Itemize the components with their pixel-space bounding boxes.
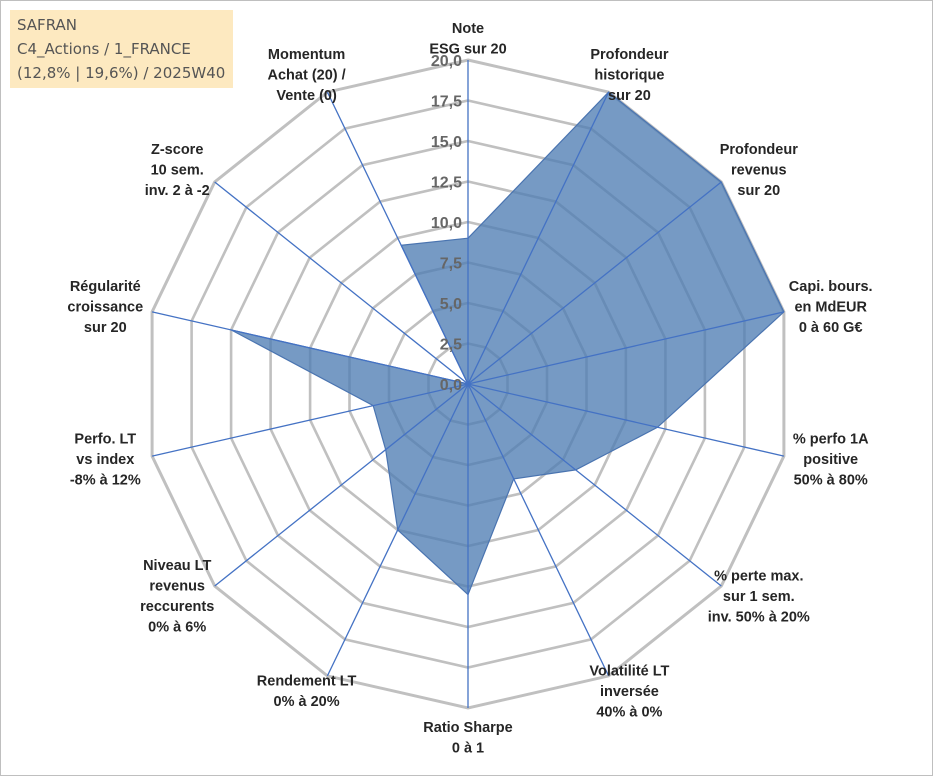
axis-label-line: % perfo 1A [793, 431, 869, 447]
axis-label-line: 10 sem. [151, 163, 204, 179]
axis-label-line: Profondeur [720, 142, 798, 158]
axis-spoke [467, 311, 785, 385]
axis-label-line: 0% à 6% [148, 620, 206, 636]
tick-label: 12,5 [431, 175, 462, 192]
axis-label-line: Perfo. LT [74, 431, 136, 447]
axis-label-line: sur 1 sem. [723, 589, 795, 605]
axis-label-line: inv. 50% à 20% [708, 610, 810, 626]
axis-label-line: Ratio Sharpe [423, 720, 512, 736]
axis-spoke [326, 91, 469, 385]
axis-label-line: ESG sur 20 [429, 42, 506, 58]
stock-stats: (12,8% | 19,6%) / 2025W40 [17, 64, 226, 82]
stock-category: C4_Actions / 1_FRANCE [17, 40, 191, 58]
axis-spoke [467, 383, 610, 677]
axis-spoke [214, 383, 469, 587]
axis-label: Ratio Sharpe 0 à 1 [423, 720, 512, 757]
axis-label: Régularité croissance sur 20 [67, 279, 143, 336]
axis-labels: Note ESG sur 20 Profondeur historique sur 20… [67, 21, 872, 757]
axis-spoke [326, 383, 469, 677]
axis-label-line: sur 20 [608, 88, 651, 104]
radar-spokes [151, 60, 785, 708]
info-box: SAFRAN C4_Actions / 1_FRANCE (12,8% | 19… [10, 10, 233, 88]
axis-label: Z-score 10 sem. inv. 2 à -2 [145, 142, 210, 199]
axis-label-line: Note [452, 21, 484, 37]
axis-label-line: inversée [600, 684, 659, 700]
axis-spoke [214, 181, 469, 385]
axis-label-line: sur 20 [737, 183, 780, 199]
axis-label-line: reccurents [140, 599, 214, 615]
axis-label-line: historique [594, 68, 664, 84]
axis-label: Note ESG sur 20 [429, 21, 506, 58]
axis-label: Profondeur revenus sur 20 [720, 142, 798, 199]
axis-label-line: positive [803, 452, 858, 468]
axis-spoke [467, 91, 610, 385]
axis-spoke [467, 383, 785, 457]
axis-label-line: Achat (20) / [268, 68, 346, 84]
stock-name: SAFRAN [17, 16, 77, 34]
radial-ticks: 0,0 2,5 5,0 7,5 10,0 12,5 15,0 17,5 20,0 [431, 53, 462, 394]
axis-label-line: 0% à 20% [274, 694, 340, 710]
axis-label: Perfo. LT vs index -8% à 12% [70, 431, 141, 488]
axis-label-line: Régularité [70, 279, 141, 295]
axis-label: Profondeur historique sur 20 [590, 47, 668, 104]
series-area [230, 91, 785, 596]
axis-label-line: Niveau LT [143, 558, 211, 574]
axis-spoke [151, 383, 469, 457]
axis-label: Volatilité LT inversée 40% à 0% [589, 663, 669, 720]
axis-label-line: revenus [149, 579, 205, 595]
tick-label: 10,0 [431, 215, 462, 232]
axis-label-line: croissance [67, 300, 143, 316]
axis-label-line: vs index [76, 452, 134, 468]
axis-label-line: % perte max. [714, 569, 803, 585]
axis-label-line: Rendement LT [257, 674, 357, 690]
axis-label-line: Z-score [151, 142, 203, 158]
tick-label: 17,5 [431, 94, 462, 111]
axis-spoke [467, 181, 722, 385]
radar-series [230, 91, 785, 596]
axis-label-line: inv. 2 à -2 [145, 183, 210, 199]
tick-label: 7,5 [440, 256, 462, 273]
axis-label: % perte max. sur 1 sem. inv. 50% à 20% [708, 569, 810, 626]
axis-label-line: Momentum [268, 47, 345, 63]
tick-label: 0,0 [440, 377, 462, 394]
axis-label-line: sur 20 [84, 320, 127, 336]
axis-label-line: Profondeur [590, 47, 668, 63]
axis-label-line: Vente (0) [276, 88, 337, 104]
axis-label-line: 40% à 0% [596, 704, 662, 720]
tick-label: 15,0 [431, 134, 462, 151]
tick-label: 5,0 [440, 296, 462, 313]
axis-label-line: Volatilité LT [589, 663, 669, 679]
axis-label-line: 0 à 60 G€ [799, 320, 863, 336]
axis-spoke [467, 383, 722, 587]
tick-label: 20,0 [431, 53, 462, 70]
axis-label-line: Capi. bours. [789, 279, 873, 295]
axis-label-line: 0 à 1 [452, 741, 484, 757]
axis-label: Rendement LT 0% à 20% [257, 674, 357, 711]
axis-label-line: revenus [731, 163, 787, 179]
axis-label-line: -8% à 12% [70, 472, 141, 488]
axis-label-line: 50% à 80% [794, 472, 868, 488]
tick-label: 2,5 [440, 337, 462, 354]
axis-spoke [151, 311, 469, 385]
axis-label: Capi. bours. en MdEUR 0 à 60 G€ [789, 279, 873, 336]
axis-label-line: en MdEUR [794, 300, 867, 316]
axis-label: Momentum Achat (20) / Vente (0) [268, 47, 346, 104]
axis-label: % perfo 1A positive 50% à 80% [793, 431, 869, 488]
axis-label: Niveau LT revenus reccurents 0% à 6% [140, 558, 214, 636]
